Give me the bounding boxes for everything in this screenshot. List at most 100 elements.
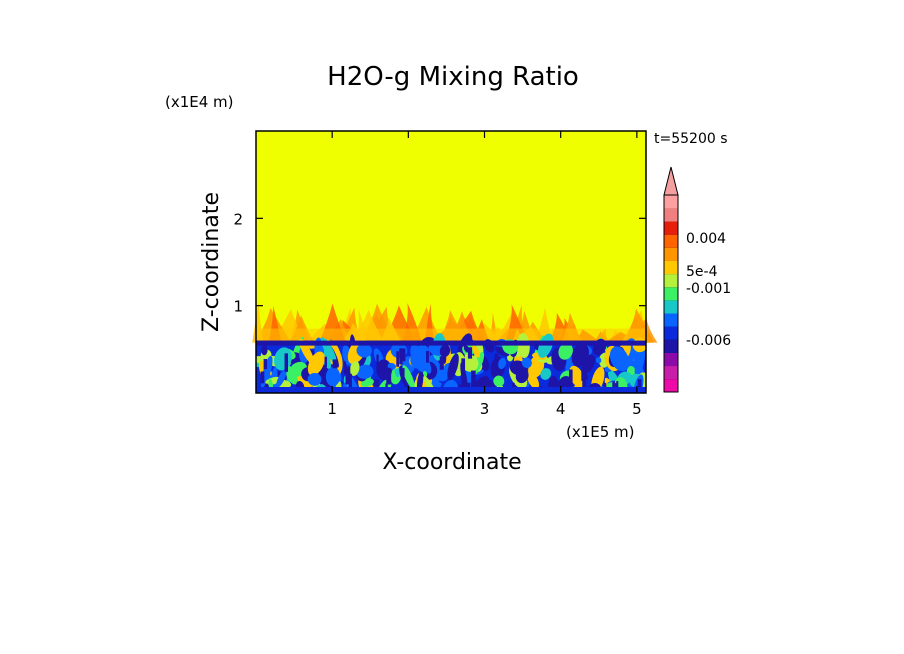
moist-blob bbox=[493, 375, 505, 387]
moist-streak bbox=[263, 359, 268, 370]
colorbar-band bbox=[664, 339, 678, 353]
chart-title: H2O-g Mixing Ratio bbox=[327, 62, 579, 92]
x-axis-label: X-coordinate bbox=[382, 450, 521, 475]
y-axis-label: Z-coordinate bbox=[199, 192, 224, 332]
x-tick-label: 2 bbox=[404, 400, 414, 418]
x-tick-label: 5 bbox=[632, 400, 642, 418]
moist-blob bbox=[325, 366, 341, 387]
time-label: t=55200 s bbox=[654, 131, 728, 147]
plot-frame bbox=[255, 130, 647, 394]
moist-top bbox=[256, 340, 646, 346]
x-axis: 1 2 3 4 5 bbox=[327, 131, 642, 418]
colorbar-band bbox=[664, 234, 678, 248]
plume-base bbox=[256, 328, 646, 341]
moist-bottom bbox=[256, 387, 646, 393]
moist-streak bbox=[324, 356, 327, 368]
moist-streak bbox=[400, 348, 406, 362]
moist-streak bbox=[494, 353, 499, 365]
colorbar-band bbox=[664, 365, 678, 380]
moist-blob bbox=[387, 362, 396, 370]
moist-streak bbox=[461, 371, 465, 388]
moist-blob bbox=[540, 368, 552, 380]
moist-blob bbox=[472, 345, 480, 358]
colorbar-band bbox=[664, 247, 678, 261]
moist-blob bbox=[262, 355, 273, 385]
moist-streak bbox=[386, 367, 392, 385]
x-tick-label: 4 bbox=[556, 400, 566, 418]
moist-blob bbox=[315, 365, 333, 391]
colorbar-band bbox=[664, 326, 678, 340]
moist-blob bbox=[439, 344, 451, 358]
moist-streak bbox=[402, 368, 405, 376]
x-tick-label: 1 bbox=[327, 400, 337, 418]
colorbar-band bbox=[664, 313, 678, 327]
colorbar-tick-label: -0.001 bbox=[686, 281, 731, 297]
moist-blob bbox=[527, 372, 540, 389]
colorbar-band bbox=[664, 195, 678, 209]
moist-streak bbox=[332, 359, 337, 369]
moist-blob bbox=[276, 369, 287, 388]
moist-blob bbox=[402, 365, 415, 389]
moist-blob bbox=[515, 368, 529, 384]
moist-layer bbox=[256, 332, 646, 393]
moist-streak bbox=[345, 367, 351, 385]
y-scale-label: (x1E4 m) bbox=[165, 93, 234, 111]
colorbar-tick-label: 0.004 bbox=[686, 231, 726, 247]
colorbar: 0.004 5e-4-0.001 -0.006 bbox=[663, 166, 731, 393]
moist-streak bbox=[374, 379, 379, 393]
moist-blob bbox=[609, 346, 630, 372]
moist-streak bbox=[582, 376, 587, 393]
moist-blob bbox=[418, 351, 432, 374]
colorbar-tick-label: -0.006 bbox=[686, 333, 731, 349]
moist-blob bbox=[356, 364, 374, 379]
moist-streak bbox=[376, 354, 379, 368]
moist-streak bbox=[615, 383, 618, 391]
moist-blob bbox=[463, 345, 470, 353]
moist-streak bbox=[396, 351, 400, 367]
colorbar-band bbox=[664, 352, 678, 367]
moist-streak bbox=[584, 366, 588, 380]
moist-blob bbox=[261, 345, 268, 356]
colorbar-tick-label: 5e-4 bbox=[686, 264, 718, 280]
moist-streak bbox=[581, 366, 585, 381]
moist-streak bbox=[569, 369, 573, 384]
moist-streak bbox=[399, 348, 403, 365]
moist-blob bbox=[399, 365, 409, 387]
moist-streak bbox=[439, 356, 444, 370]
colorbar-extend-arrow bbox=[663, 166, 679, 196]
moist-streak bbox=[471, 370, 476, 389]
colorbar-frame bbox=[663, 194, 679, 393]
colorbar-band bbox=[664, 221, 678, 235]
moist-blob bbox=[482, 375, 491, 389]
moist-blob bbox=[356, 343, 372, 358]
colorbar-band bbox=[664, 208, 678, 222]
colorbar-band bbox=[664, 300, 678, 314]
moist-streak bbox=[637, 379, 642, 389]
moist-blob bbox=[569, 365, 584, 387]
moist-blob bbox=[461, 354, 479, 372]
moist-streak bbox=[426, 350, 429, 363]
y-tick-label: 1 bbox=[233, 298, 243, 316]
colorbar-band bbox=[664, 286, 678, 301]
moist-streak bbox=[284, 353, 289, 372]
moist-blob bbox=[558, 342, 573, 360]
moist-blob bbox=[307, 372, 322, 386]
moist-streak bbox=[461, 358, 466, 378]
moist-blob bbox=[349, 361, 360, 376]
y-axis: 12 bbox=[233, 210, 646, 316]
moist-streak bbox=[343, 361, 346, 375]
moist-blob bbox=[307, 351, 325, 376]
moist-blob bbox=[495, 346, 510, 357]
colorbar-band bbox=[664, 260, 678, 275]
y-tick-label: 2 bbox=[233, 210, 243, 228]
moist-streak bbox=[556, 381, 561, 389]
moist-streak bbox=[260, 371, 265, 384]
moist-blob bbox=[634, 348, 646, 378]
moist-blob bbox=[595, 357, 602, 364]
moist-blob bbox=[521, 357, 532, 369]
moist-blob bbox=[447, 353, 459, 381]
moist-streak bbox=[349, 373, 352, 390]
colorbar-band bbox=[664, 273, 678, 288]
plot-area bbox=[252, 130, 658, 394]
x-tick-label: 3 bbox=[480, 400, 490, 418]
